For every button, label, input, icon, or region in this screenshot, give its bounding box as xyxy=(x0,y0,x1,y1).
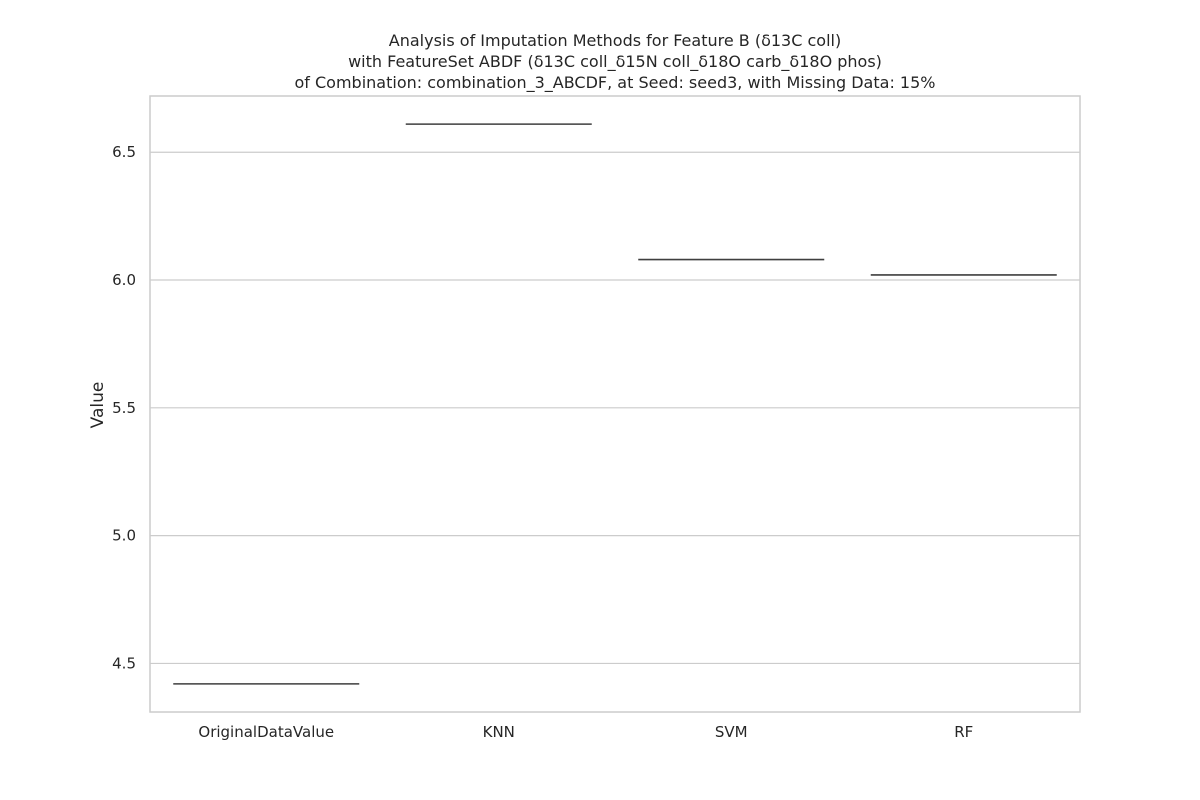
y-tick-label: 6.0 xyxy=(112,271,136,289)
chart-title-line-2: with FeatureSet ABDF (δ13C coll_δ15N col… xyxy=(348,52,882,72)
y-axis-label: Value xyxy=(88,382,108,429)
x-tick-label: RF xyxy=(954,723,973,741)
x-tick-label: KNN xyxy=(483,723,515,741)
y-tick-label: 6.5 xyxy=(112,143,136,161)
x-axis-ticks: OriginalDataValue KNN SVM RF xyxy=(198,723,973,741)
chart-title-line-3: of Combination: combination_3_ABCDF, at … xyxy=(295,73,936,93)
plot-frame-rect xyxy=(149,95,1081,713)
y-axis-ticks: 4.5 5.0 5.5 6.0 6.5 xyxy=(112,143,136,672)
chart-title: Analysis of Imputation Methods for Featu… xyxy=(295,31,936,93)
chart-title-line-1: Analysis of Imputation Methods for Featu… xyxy=(389,31,841,50)
x-tick-label: OriginalDataValue xyxy=(198,723,334,741)
box-marks xyxy=(173,123,1057,685)
y-tick-label: 4.5 xyxy=(112,654,136,672)
y-grid xyxy=(150,151,1080,665)
x-tick-label: SVM xyxy=(715,723,748,741)
y-tick-label: 5.5 xyxy=(112,399,136,417)
plot-frame xyxy=(149,95,1081,713)
y-tick-label: 5.0 xyxy=(112,527,136,545)
